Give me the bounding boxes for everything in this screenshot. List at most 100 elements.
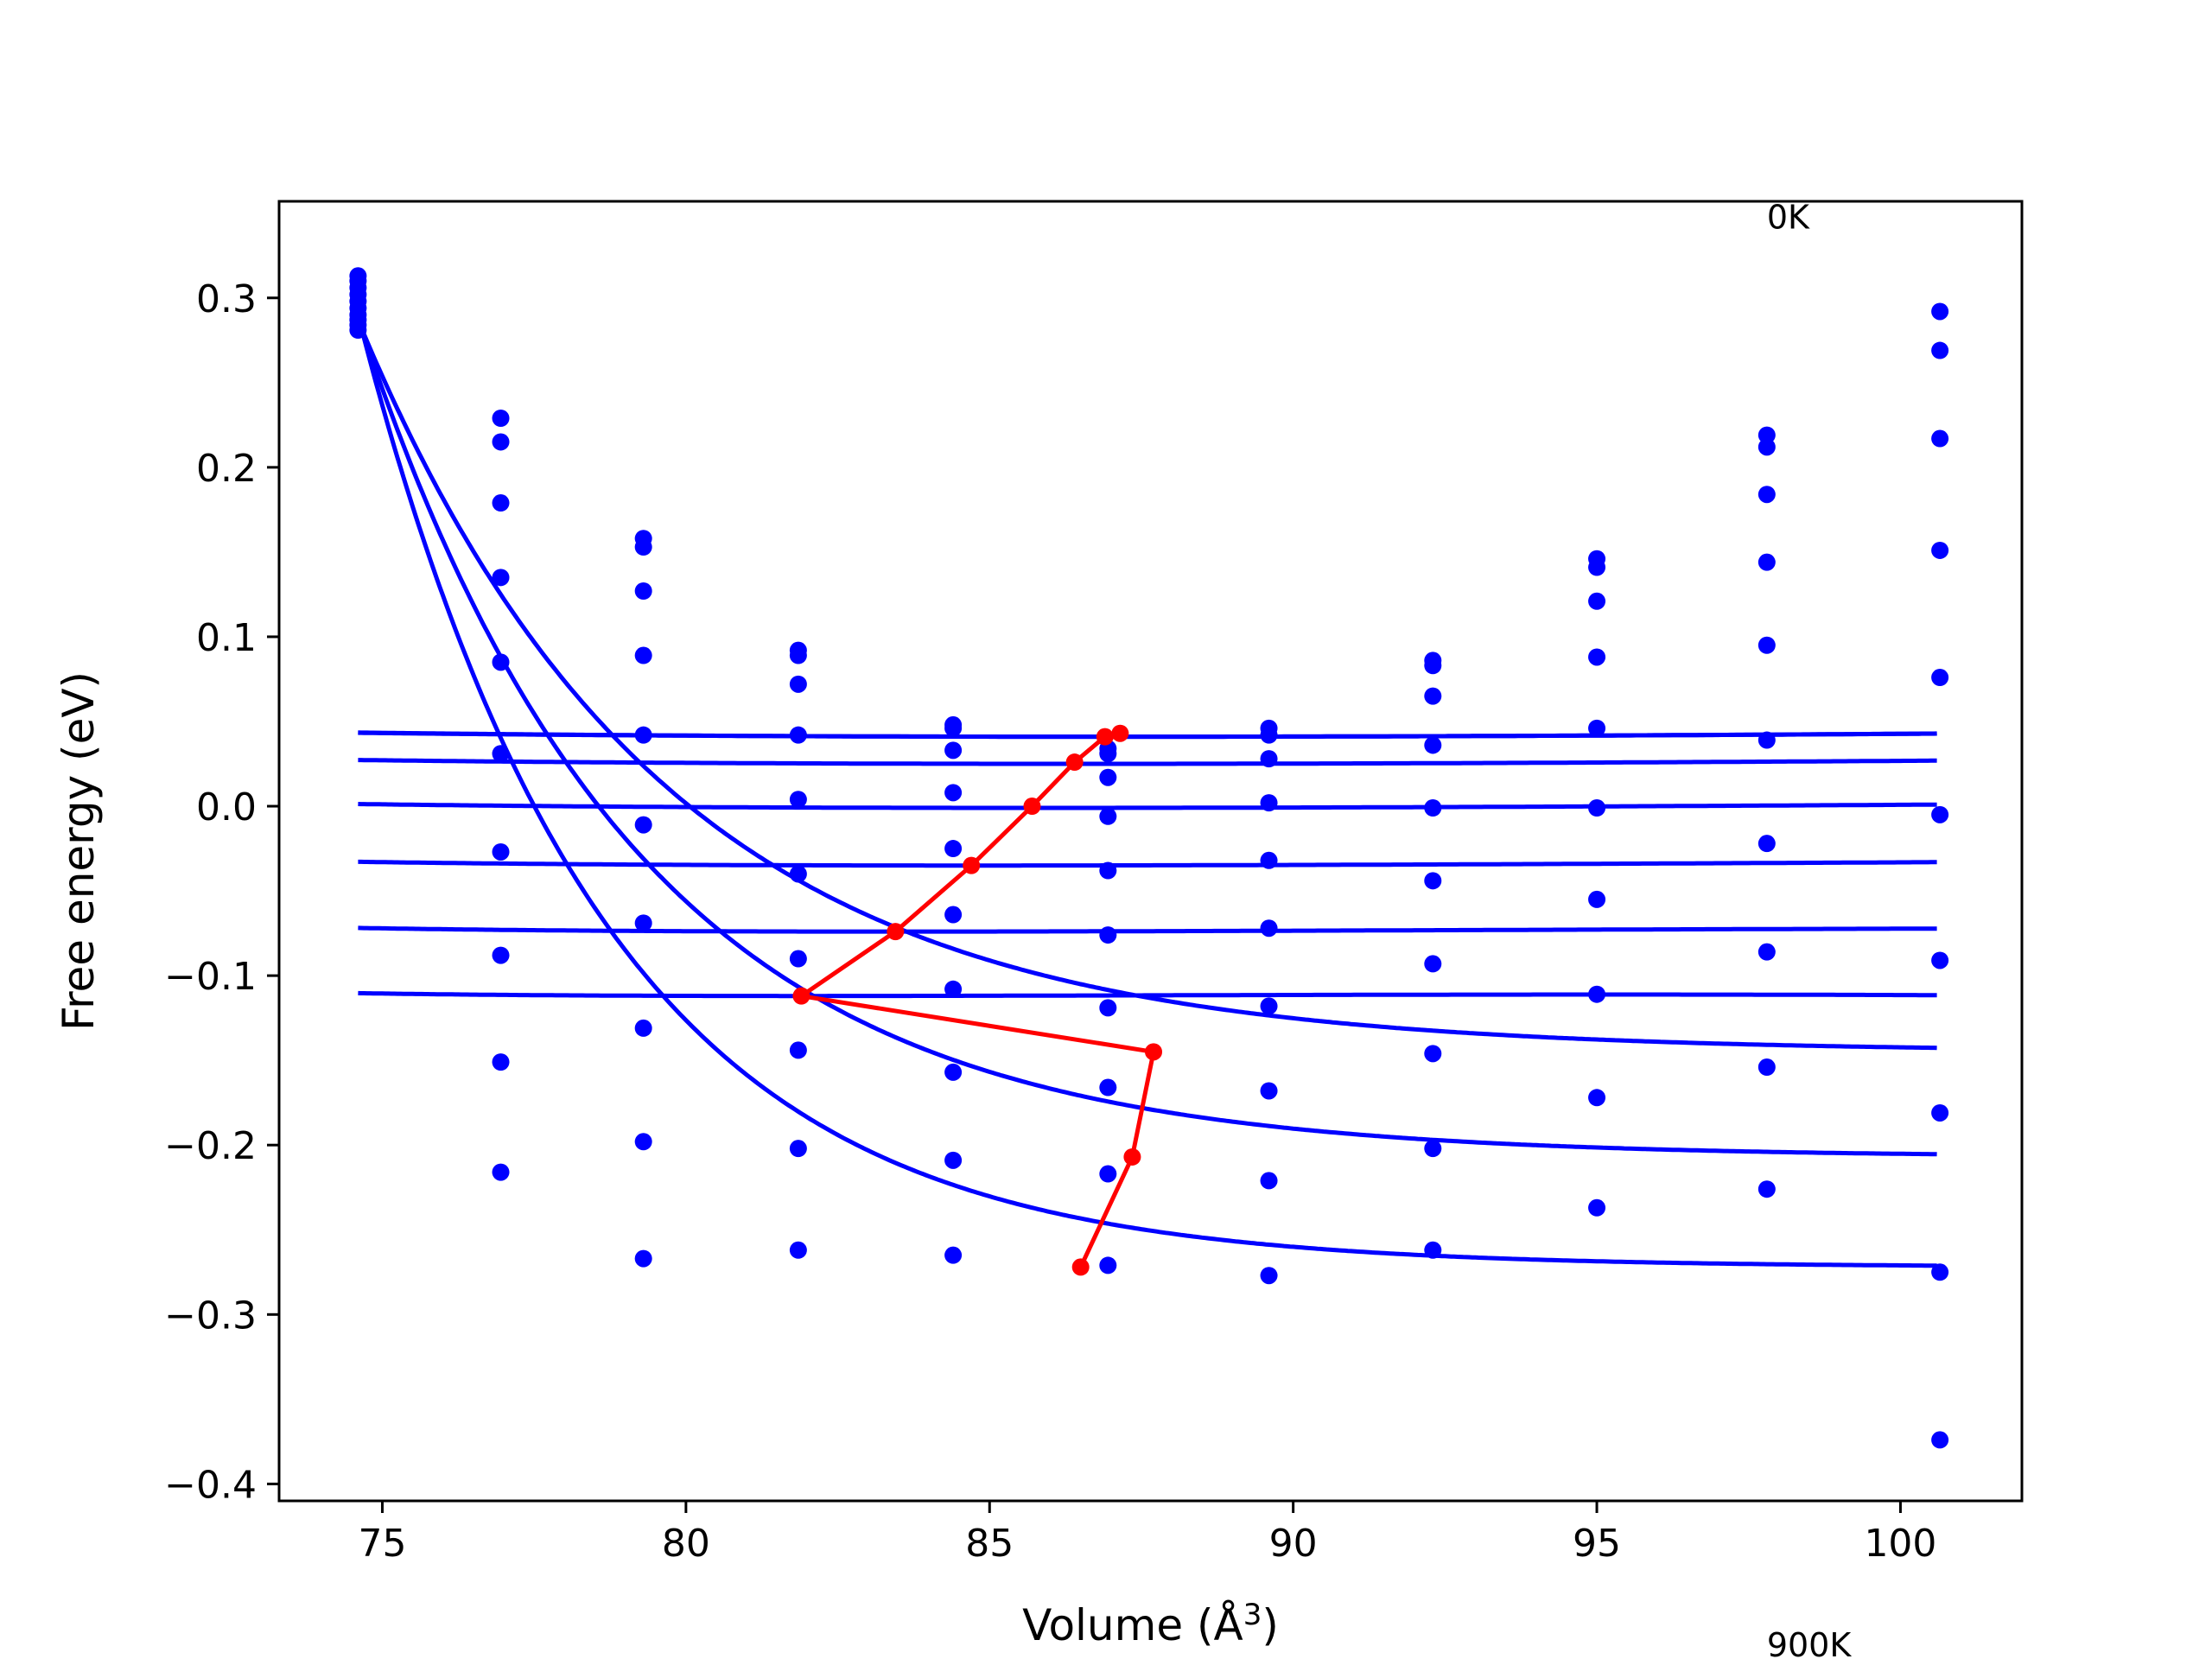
data-point	[944, 741, 962, 759]
data-point	[944, 784, 962, 801]
minimum-point	[1066, 753, 1084, 771]
data-point	[1758, 438, 1776, 455]
fit-curve	[358, 760, 1936, 764]
y-axis-ticks: −0.4−0.3−0.2−0.10.00.10.20.3	[164, 277, 279, 1508]
data-point	[1931, 669, 1948, 686]
data-point	[635, 1250, 652, 1268]
data-point	[1099, 745, 1116, 762]
data-point	[493, 410, 510, 427]
data-point	[493, 745, 510, 762]
x-axis-label-close: )	[1262, 1600, 1279, 1650]
data-point	[1588, 1089, 1605, 1106]
data-point	[944, 906, 962, 924]
data-point	[1931, 1104, 1948, 1122]
data-point	[1099, 999, 1116, 1016]
data-point	[1931, 951, 1948, 969]
data-point	[1588, 891, 1605, 908]
data-point	[1931, 342, 1948, 359]
data-point	[1261, 750, 1278, 767]
data-point	[493, 433, 510, 450]
data-point	[1099, 926, 1116, 944]
data-point	[1099, 1166, 1116, 1183]
data-point	[493, 569, 510, 586]
minimum-point	[1023, 798, 1040, 815]
data-point	[1099, 1256, 1116, 1274]
data-point	[1758, 835, 1776, 852]
data-point	[1424, 799, 1441, 817]
data-point	[944, 1064, 962, 1081]
data-point	[635, 817, 652, 834]
data-point	[635, 914, 652, 931]
data-points	[349, 267, 1948, 1448]
fit-curve	[358, 861, 1936, 865]
y-tick-label: −0.4	[164, 1463, 257, 1507]
data-point	[790, 1140, 807, 1157]
fit-curve	[358, 315, 1936, 1265]
data-point	[790, 791, 807, 808]
data-point	[1588, 648, 1605, 665]
data-point	[1261, 794, 1278, 811]
data-point	[635, 1020, 652, 1037]
data-point	[493, 1053, 510, 1071]
minimum-point	[963, 857, 980, 874]
data-point	[1424, 1045, 1441, 1062]
data-point	[1424, 688, 1441, 705]
data-point	[1261, 727, 1278, 744]
x-tick-label: 85	[965, 1522, 1014, 1566]
y-tick-label: 0.0	[196, 785, 257, 830]
data-point	[1261, 852, 1278, 869]
data-point	[1099, 769, 1116, 786]
data-point	[635, 647, 652, 664]
data-point	[1424, 955, 1441, 972]
data-point	[1261, 919, 1278, 937]
data-point	[944, 720, 962, 737]
fit-curve	[358, 733, 1936, 737]
y-tick-label: 0.2	[196, 447, 257, 491]
data-point	[790, 727, 807, 744]
data-point	[493, 947, 510, 964]
data-point	[1758, 637, 1776, 654]
data-point	[1758, 944, 1776, 961]
minimum-point	[1072, 1258, 1090, 1275]
data-point	[944, 840, 962, 857]
data-point	[1758, 732, 1776, 749]
y-axis-label: Free energy (eV)	[54, 671, 104, 1031]
y-tick-label: −0.1	[164, 955, 257, 999]
minimum-point	[792, 988, 810, 1005]
data-point	[1931, 806, 1948, 823]
data-point	[1424, 1140, 1441, 1157]
minimum-point	[1123, 1148, 1141, 1166]
data-point	[1099, 808, 1116, 825]
data-point	[790, 950, 807, 968]
x-axis-label: Volume (Å3)	[1022, 1598, 1279, 1650]
x-axis-label-text: Volume (Å	[1022, 1600, 1243, 1650]
data-point	[1931, 430, 1948, 448]
x-axis-ticks: 75 80 85 90 95 100	[358, 1501, 1936, 1566]
data-point	[1588, 593, 1605, 610]
data-point	[1261, 1082, 1278, 1099]
data-point	[1424, 1242, 1441, 1259]
data-point	[1588, 799, 1605, 817]
x-tick-label: 95	[1573, 1522, 1621, 1566]
data-point	[1424, 872, 1441, 889]
data-point	[790, 1041, 807, 1058]
x-axis-label-superscript: 3	[1243, 1598, 1262, 1632]
data-point	[635, 1133, 652, 1150]
data-point	[1931, 1431, 1948, 1448]
plot-frame	[279, 201, 2022, 1501]
data-point	[493, 653, 510, 671]
y-tick-label: −0.2	[164, 1124, 257, 1168]
data-point	[1261, 1267, 1278, 1284]
data-point	[1758, 486, 1776, 503]
data-point	[1758, 554, 1776, 571]
data-point	[1588, 1199, 1605, 1217]
data-point	[349, 321, 366, 339]
data-point	[493, 843, 510, 861]
data-point	[790, 676, 807, 693]
minimum-point	[887, 923, 904, 940]
data-point	[944, 1247, 962, 1264]
data-point	[944, 981, 962, 998]
annotation-900k: 900K	[1767, 1626, 1853, 1659]
minimum-point	[1145, 1043, 1162, 1060]
